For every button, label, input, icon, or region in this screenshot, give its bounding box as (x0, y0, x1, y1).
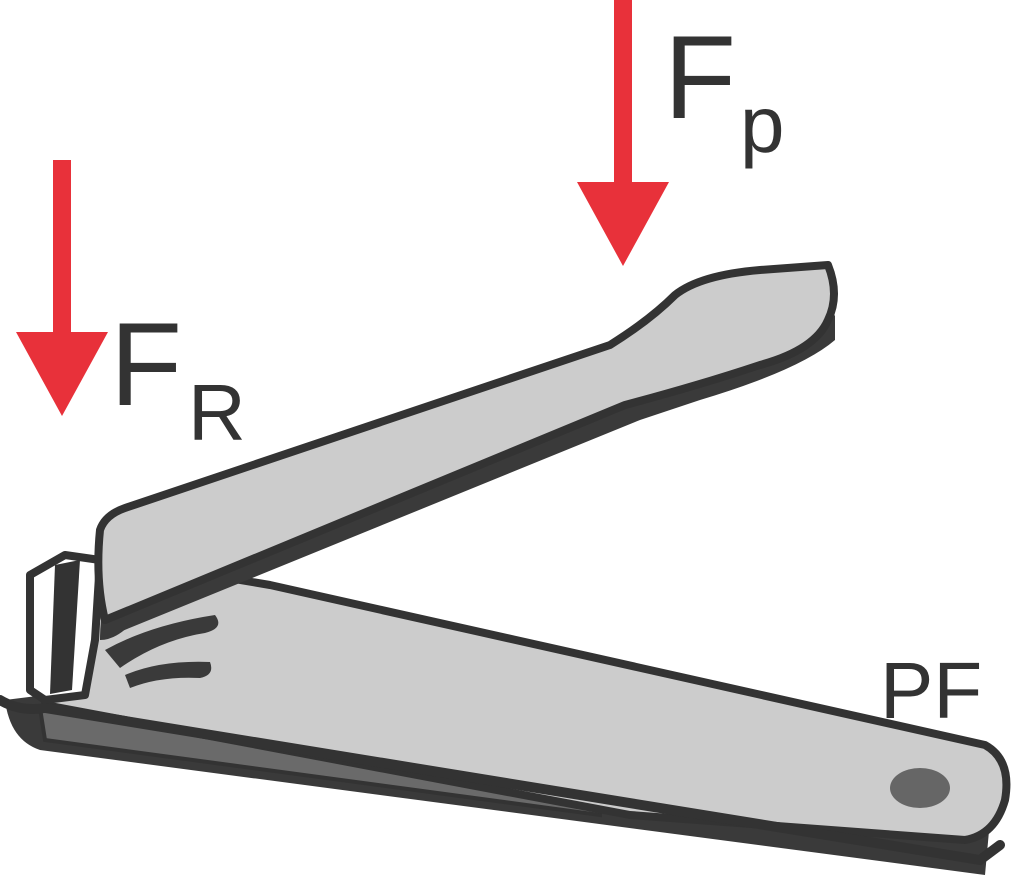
arrow-fr-head (16, 332, 108, 416)
arrow-fr (16, 160, 108, 416)
upper-lever (94, 261, 838, 640)
lower-arm-edge (0, 695, 1005, 866)
label-fr-main: F (110, 299, 182, 431)
arrow-fp-shaft (614, 0, 632, 190)
upper-lever-surface (94, 261, 838, 624)
label-fp-main: F (664, 12, 736, 144)
arrow-fp-head (577, 182, 669, 266)
lever-flourish-middle (105, 615, 219, 668)
lower-arm (0, 556, 1011, 875)
label-pivot: PF (880, 646, 982, 735)
jaw-blade-shade (50, 560, 80, 694)
lower-arm-surface (41, 556, 1011, 844)
pivot-dot (890, 768, 950, 808)
lever-flourish-lower (125, 661, 212, 688)
label-fr-sub: R (188, 368, 246, 457)
label-fp-sub: p (740, 80, 785, 169)
arrow-fr-shaft (53, 160, 71, 340)
arrow-fp (577, 0, 669, 266)
